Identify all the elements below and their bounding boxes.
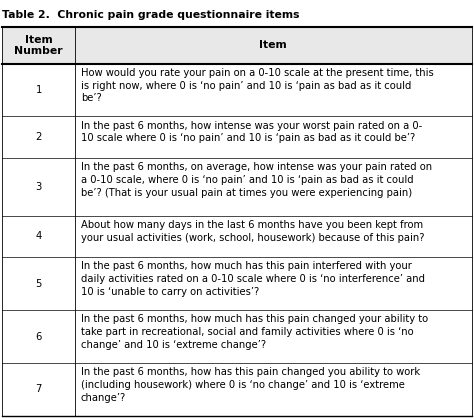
Text: Item: Item — [259, 41, 287, 50]
Text: In the past 6 months, how has this pain changed you ability to work
(including h: In the past 6 months, how has this pain … — [81, 367, 420, 403]
Text: Table 2.  Chronic pain grade questionnaire items: Table 2. Chronic pain grade questionnair… — [2, 10, 300, 20]
Text: 6: 6 — [36, 331, 42, 342]
Text: 7: 7 — [36, 385, 42, 395]
Text: Item
Number: Item Number — [14, 35, 63, 56]
Text: About how many days in the last 6 months have you been kept from
your usual acti: About how many days in the last 6 months… — [81, 220, 424, 243]
Text: In the past 6 months, how intense was your worst pain rated on a 0-
10 scale whe: In the past 6 months, how intense was yo… — [81, 121, 422, 143]
Text: In the past 6 months, how much has this pain interfered with your
daily activiti: In the past 6 months, how much has this … — [81, 261, 425, 297]
Text: 1: 1 — [36, 85, 42, 95]
Text: 5: 5 — [36, 278, 42, 288]
Text: 2: 2 — [36, 132, 42, 142]
Text: How would you rate your pain on a 0-10 scale at the present time, this
is right : How would you rate your pain on a 0-10 s… — [81, 68, 434, 103]
Bar — [2, 27, 472, 64]
Text: 4: 4 — [36, 232, 42, 242]
Text: In the past 6 months, on average, how intense was your pain rated on
a 0-10 scal: In the past 6 months, on average, how in… — [81, 162, 432, 198]
Text: In the past 6 months, how much has this pain changed your ability to
take part i: In the past 6 months, how much has this … — [81, 314, 428, 350]
Text: 3: 3 — [36, 182, 42, 192]
